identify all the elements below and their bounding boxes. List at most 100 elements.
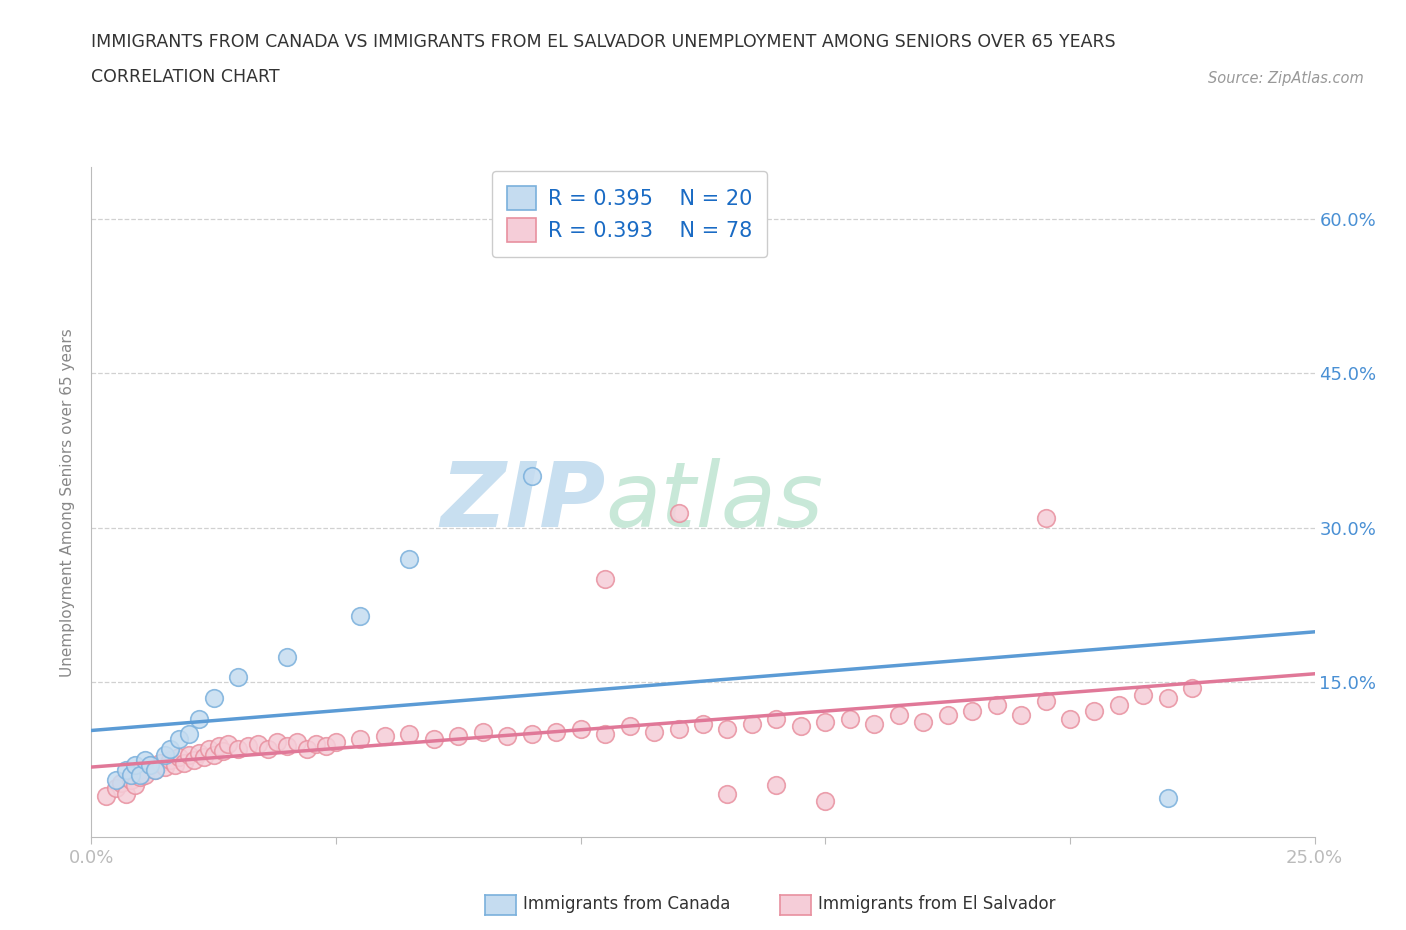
Point [986, 698, 1008, 712]
Point [217, 737, 239, 751]
Point [129, 770, 152, 785]
Point [423, 732, 446, 747]
Point [183, 752, 205, 767]
Point [236, 739, 259, 754]
Point [207, 739, 229, 754]
Point [349, 608, 371, 623]
Point [139, 757, 162, 772]
Point [276, 739, 298, 754]
Point [202, 747, 225, 762]
Point [246, 737, 269, 751]
Point [134, 752, 156, 767]
Point [349, 732, 371, 747]
Point [1108, 698, 1130, 712]
Point [129, 768, 152, 783]
Point [1035, 694, 1057, 709]
Text: ZIP: ZIP [440, 458, 605, 546]
Point [120, 773, 142, 788]
Point [619, 718, 641, 733]
Point [716, 722, 738, 737]
Point [315, 739, 337, 754]
Point [110, 776, 132, 790]
Point [668, 505, 690, 520]
Point [124, 757, 146, 772]
Point [153, 760, 176, 775]
Point [1059, 711, 1081, 726]
Point [765, 711, 787, 726]
Point [295, 742, 318, 757]
Point [143, 763, 166, 777]
Point [593, 572, 616, 587]
Text: CORRELATION CHART: CORRELATION CHART [91, 68, 280, 86]
Point [765, 778, 787, 793]
Point [305, 737, 328, 751]
Point [159, 752, 181, 767]
Point [887, 708, 910, 723]
Point [447, 728, 470, 743]
Point [692, 716, 714, 731]
Point [212, 744, 235, 759]
Point [593, 726, 616, 741]
Point [276, 649, 298, 664]
Point [104, 780, 127, 795]
Text: IMMIGRANTS FROM CANADA VS IMMIGRANTS FROM EL SALVADOR UNEMPLOYMENT AMONG SENIORS: IMMIGRANTS FROM CANADA VS IMMIGRANTS FRO… [91, 33, 1116, 51]
Point [149, 755, 172, 770]
Point [153, 747, 176, 762]
Point [94, 789, 117, 804]
Point [1181, 680, 1204, 695]
Point [173, 755, 195, 770]
Point [198, 742, 221, 757]
Point [643, 724, 665, 739]
Y-axis label: Unemployment Among Seniors over 65 years: Unemployment Among Seniors over 65 years [60, 328, 76, 677]
Point [120, 768, 142, 783]
Point [129, 763, 152, 777]
Point [169, 732, 191, 747]
Point [520, 469, 543, 484]
Point [124, 778, 146, 793]
Point [374, 728, 396, 743]
Point [139, 757, 162, 772]
Point [912, 714, 935, 729]
Point [814, 793, 837, 808]
Point [1132, 687, 1154, 702]
Point [863, 716, 886, 731]
Point [202, 690, 225, 705]
Point [716, 786, 738, 801]
Point [814, 714, 837, 729]
Point [569, 722, 592, 737]
Legend: R = 0.395    N = 20, R = 0.393    N = 78: R = 0.395 N = 20, R = 0.393 N = 78 [492, 171, 768, 257]
Point [285, 735, 308, 750]
Point [1010, 708, 1032, 723]
Point [134, 768, 156, 783]
Point [114, 763, 136, 777]
Point [398, 726, 420, 741]
Point [143, 763, 166, 777]
Point [193, 750, 215, 764]
Point [1157, 790, 1180, 805]
Point [546, 724, 568, 739]
Point [1083, 704, 1105, 719]
Point [790, 718, 813, 733]
Point [163, 757, 186, 772]
Text: Immigrants from Canada: Immigrants from Canada [523, 895, 730, 913]
Point [188, 711, 211, 726]
Point [668, 722, 690, 737]
Point [838, 711, 860, 726]
Point [520, 726, 543, 741]
Point [179, 726, 201, 741]
Text: atlas: atlas [605, 458, 823, 546]
Point [266, 735, 288, 750]
Point [471, 724, 494, 739]
Point [1157, 690, 1180, 705]
Point [960, 704, 983, 719]
Point [169, 750, 191, 764]
Point [226, 742, 249, 757]
Point [1035, 511, 1057, 525]
Point [104, 773, 127, 788]
Point [496, 728, 519, 743]
Point [159, 742, 181, 757]
Text: Immigrants from El Salvador: Immigrants from El Salvador [818, 895, 1056, 913]
Point [398, 551, 420, 566]
Point [325, 735, 347, 750]
Text: Source: ZipAtlas.com: Source: ZipAtlas.com [1208, 71, 1364, 86]
